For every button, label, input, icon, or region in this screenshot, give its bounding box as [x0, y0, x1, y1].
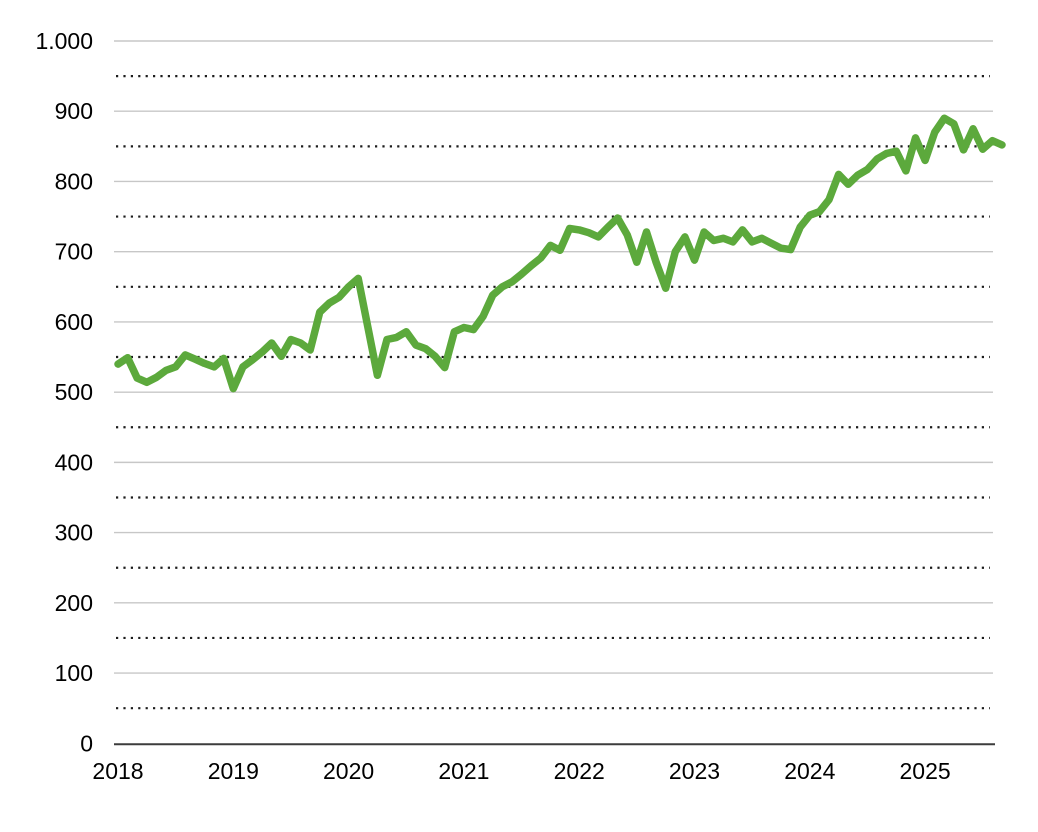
x-tick-label: 2022 [554, 758, 605, 784]
x-tick-label: 2020 [323, 758, 374, 784]
y-tick-label: 300 [55, 520, 93, 546]
x-tick-label: 2025 [900, 758, 951, 784]
y-tick-label: 100 [55, 660, 93, 686]
y-tick-label: 600 [55, 309, 93, 335]
y-tick-label: 900 [55, 98, 93, 124]
x-tick-label: 2024 [784, 758, 835, 784]
y-tick-label: 400 [55, 449, 93, 475]
x-tick-label: 2021 [438, 758, 489, 784]
y-tick-label: 800 [55, 168, 93, 194]
y-tick-label: 700 [55, 239, 93, 265]
x-tick-label: 2019 [208, 758, 259, 784]
x-tick-label: 2018 [92, 758, 143, 784]
y-tick-label: 0 [80, 730, 93, 756]
data-line-index-value [114, 114, 1006, 393]
x-tick-label: 2023 [669, 758, 720, 784]
y-tick-label: 1.000 [35, 28, 93, 54]
y-tick-label: 500 [55, 379, 93, 405]
y-tick-label: 200 [55, 590, 93, 616]
